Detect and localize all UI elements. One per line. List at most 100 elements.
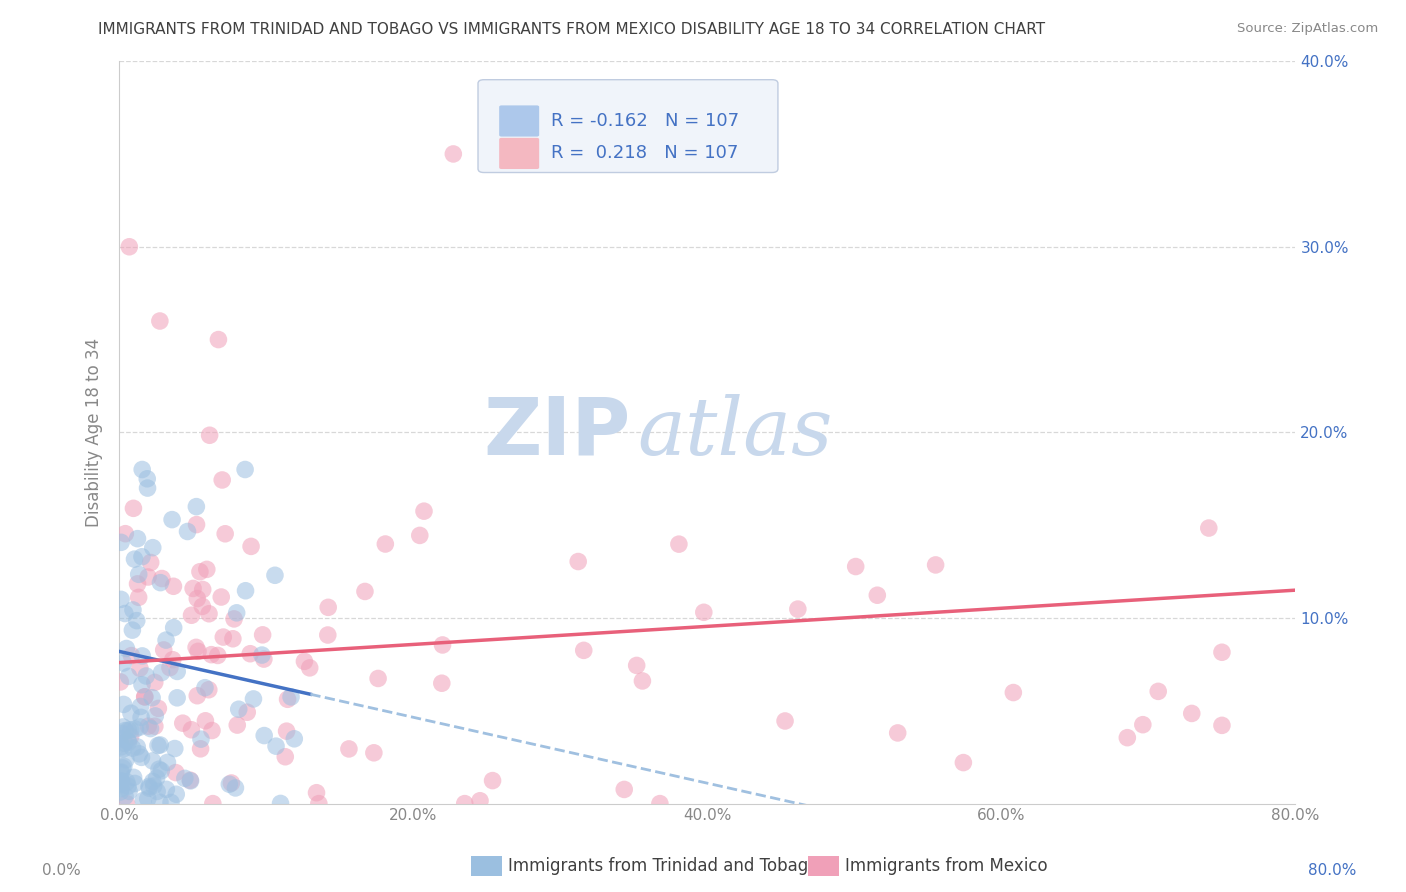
Point xyxy=(131,648,153,663)
Point xyxy=(166,665,188,679)
Point xyxy=(134,690,156,704)
Point xyxy=(117,733,139,747)
Text: atlas: atlas xyxy=(637,393,832,471)
Point xyxy=(253,652,276,666)
Point xyxy=(149,575,172,590)
Text: 0.0%: 0.0% xyxy=(42,863,82,878)
Point xyxy=(228,702,250,716)
Point xyxy=(139,556,162,570)
Point xyxy=(283,731,305,746)
Point xyxy=(163,621,186,635)
Point xyxy=(150,665,173,680)
Point xyxy=(142,774,165,789)
Point xyxy=(1198,521,1220,535)
Point xyxy=(191,599,214,614)
Point xyxy=(114,723,136,738)
Point xyxy=(124,552,146,566)
Point xyxy=(131,462,153,476)
Point xyxy=(148,762,170,776)
Text: 80.0%: 80.0% xyxy=(1309,863,1357,878)
Point xyxy=(186,689,208,703)
Point xyxy=(180,773,202,788)
Point xyxy=(136,472,159,486)
Point xyxy=(162,579,184,593)
Point xyxy=(111,720,134,734)
Point xyxy=(270,797,292,811)
Point xyxy=(186,517,208,532)
Point xyxy=(136,570,159,584)
Point xyxy=(298,661,321,675)
Point xyxy=(613,782,636,797)
Point xyxy=(129,699,152,714)
Y-axis label: Disability Age 18 to 34: Disability Age 18 to 34 xyxy=(86,338,103,527)
Point xyxy=(1002,685,1025,699)
Point xyxy=(129,710,152,724)
Point xyxy=(155,633,177,648)
Point xyxy=(143,719,166,733)
Point xyxy=(166,690,188,705)
Point xyxy=(468,794,491,808)
Point xyxy=(142,541,165,555)
Point xyxy=(121,623,143,637)
Point xyxy=(190,741,212,756)
Point xyxy=(214,526,236,541)
Point xyxy=(276,724,298,739)
Point xyxy=(222,612,245,626)
Point xyxy=(131,549,153,564)
Point xyxy=(110,731,132,746)
Point xyxy=(212,630,235,644)
Text: ZIP: ZIP xyxy=(484,393,631,471)
Point xyxy=(146,739,169,753)
Point xyxy=(176,524,198,539)
Point xyxy=(200,648,222,662)
Point xyxy=(111,761,134,775)
Point xyxy=(120,706,142,721)
Point xyxy=(150,764,173,778)
Point xyxy=(121,741,143,756)
Point xyxy=(145,771,167,785)
Point xyxy=(631,673,654,688)
Point xyxy=(114,789,136,804)
Point xyxy=(252,628,274,642)
Point xyxy=(115,775,138,789)
Point xyxy=(194,681,217,695)
Text: R =  0.218   N = 107: R = 0.218 N = 107 xyxy=(551,145,738,162)
Point xyxy=(110,674,132,689)
Point xyxy=(118,240,141,254)
Point xyxy=(124,776,146,790)
Point xyxy=(115,797,138,811)
Point xyxy=(117,779,139,793)
Point xyxy=(112,656,135,670)
Point xyxy=(156,756,179,770)
Point xyxy=(136,719,159,733)
Point xyxy=(239,647,262,661)
Point xyxy=(110,739,132,754)
Point xyxy=(198,428,221,442)
Point xyxy=(142,754,165,768)
Point xyxy=(242,692,264,706)
Point xyxy=(648,797,671,811)
Point xyxy=(363,746,385,760)
Point xyxy=(693,605,716,619)
Point xyxy=(198,682,221,697)
Point xyxy=(131,750,153,764)
Point xyxy=(127,739,149,754)
Point xyxy=(136,481,159,495)
Point xyxy=(117,723,139,737)
Point xyxy=(160,796,183,810)
Point xyxy=(110,774,132,789)
Point xyxy=(180,723,202,737)
Point xyxy=(141,690,163,705)
Point xyxy=(845,559,868,574)
Point xyxy=(1116,731,1139,745)
Point xyxy=(135,669,157,683)
Point xyxy=(209,590,232,604)
Point xyxy=(316,600,339,615)
Point xyxy=(668,537,690,551)
Point xyxy=(172,716,194,731)
Point xyxy=(128,747,150,761)
Point xyxy=(454,797,477,811)
Point xyxy=(1147,684,1170,698)
Point xyxy=(110,726,132,740)
Point xyxy=(108,777,131,791)
